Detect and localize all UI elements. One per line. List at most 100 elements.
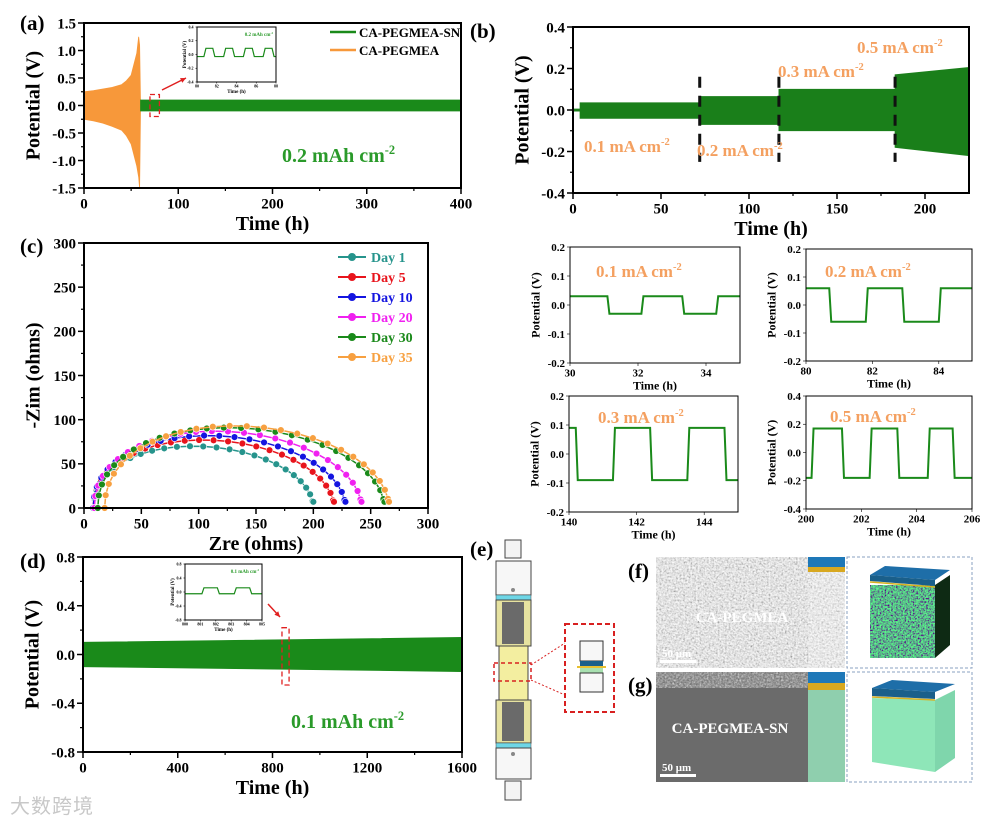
y-tick-label: -0.2 (541, 145, 565, 161)
data-point (289, 456, 298, 464)
data-point (306, 490, 314, 499)
x-tick-label: 204 (908, 513, 925, 525)
model-side-f (935, 575, 950, 658)
annotation-label: 0.3 mA cm-2 (598, 408, 684, 427)
model-front-top-g (872, 688, 935, 699)
y-tick-label: -0.1 (547, 478, 564, 490)
inset-trace (185, 587, 262, 595)
data-point (103, 470, 111, 479)
y-tick-label: -0.5 (52, 126, 76, 142)
middle-tube (498, 645, 529, 701)
data-point (225, 422, 234, 430)
data-point (160, 444, 168, 453)
x-tick-label: 0 (80, 516, 88, 532)
lower-thread (502, 702, 524, 741)
y-axis-title: Potential (V) (23, 51, 45, 160)
inset-trace (197, 47, 276, 58)
x-tick-label: 84 (933, 365, 945, 377)
annotation-label: 0.2 mA cm-2 (697, 141, 783, 160)
sem-label-g: CA-PEGMEA-SN (672, 721, 789, 737)
zoom-line (530, 642, 566, 666)
x-tick-label: 80 (195, 83, 199, 88)
y-tick-label: -0.4 (784, 504, 802, 516)
x-tick-label: 800 (182, 621, 188, 626)
data-point (349, 453, 357, 461)
annotation-label-superscript: -2 (385, 143, 395, 157)
data-point (302, 483, 310, 492)
data-point (309, 434, 317, 442)
y-tick-label: 0.8 (177, 561, 182, 566)
data-point (105, 480, 113, 488)
inset-annotation: 0.2 mAh cm-2 (245, 31, 274, 38)
inset-d: 800 801 802 803 804 805 -0.8 -0.4 0.0 0.4 0.8 Time … (171, 561, 265, 633)
inset-x-title: Time (h) (227, 90, 246, 95)
x-tick-label: 88 (274, 83, 278, 88)
data-point (322, 481, 330, 490)
y-tick-label: -0.4 (187, 79, 193, 84)
x-axis-title: Time (h) (633, 379, 677, 393)
panel-label-d: (d) (20, 549, 46, 573)
zoom-electrolyte (580, 668, 603, 673)
annotation-label: 0.5 mA cm-2 (830, 407, 916, 426)
legend-label: Day 5 (371, 271, 406, 286)
x-tick-label: 0 (80, 196, 88, 212)
x-axis-title: Time (h) (867, 525, 911, 539)
zoom-highlight-box (281, 627, 290, 686)
series-ca-pegmea-sn (140, 99, 462, 112)
data-point (260, 438, 268, 447)
y-axis-title: Potential (V) (22, 600, 44, 709)
data-point (324, 456, 332, 464)
data-point (101, 491, 110, 499)
layer-porous (808, 572, 845, 668)
x-tick-label: 82 (867, 365, 879, 377)
series-trace (806, 287, 972, 323)
model-front-f (870, 585, 935, 658)
y-tick-label: 0.0 (546, 103, 565, 119)
series-trace (806, 427, 972, 479)
inset-x-title: Time (h) (214, 628, 233, 633)
inset-annotation: 0.1 mAh cm-2 (231, 568, 260, 575)
annotation-label-text: 0.1 mA cm (584, 137, 661, 156)
y-tick-label: -1.0 (52, 154, 76, 170)
annotation-label-text: 0.2 mA cm (825, 262, 902, 281)
inset-y-title: Potential (V) (171, 578, 176, 606)
data-point (274, 442, 282, 451)
data-point (224, 437, 232, 446)
legend-label: CA-PEGMEA-SN (359, 25, 461, 40)
y-tick-label: 0.0 (787, 300, 801, 312)
annotation-label: 0.5 mA cm-2 (857, 38, 943, 57)
sem-label-f: CA-PEGMEA (696, 610, 789, 626)
data-point (110, 469, 118, 478)
legend-label: Day 20 (371, 311, 413, 326)
y-tick-label: -0.2 (548, 358, 566, 370)
annotation-label-superscript: -2 (907, 407, 916, 418)
annotation-label-superscript: -2 (675, 408, 684, 419)
y-tick-label: -1.5 (52, 181, 76, 197)
data-point (327, 472, 335, 481)
chart-a: 0 100 200 300 400 -1.5 -1.0 -0.5 0.0 0.5 1.0 1.5 Tim… (23, 16, 473, 235)
data-point (245, 435, 254, 444)
data-point (338, 488, 346, 496)
x-tick-label: 803 (228, 621, 234, 626)
chart-s2: 80 82 84 -0.2 -0.1 0.0 0.1 0.2 Time (h) Potential… (765, 244, 973, 391)
data-point (342, 471, 350, 479)
data-point (162, 432, 170, 440)
data-point (238, 448, 246, 456)
zoom-upper-electrode (579, 640, 604, 662)
annotation-label-text: 0.3 mA cm (778, 62, 855, 81)
bottom-cap (504, 780, 522, 801)
sem-panel-f: CA-PEGMEA 50 μm (656, 556, 973, 669)
data-point (173, 443, 181, 451)
data-point (252, 442, 260, 451)
data-point (330, 498, 338, 506)
annotation-label-superscript: -2 (673, 262, 682, 273)
screw-hole (511, 588, 515, 592)
annotation-label-text: 0.5 mA cm (830, 407, 907, 426)
y-tick-label: 0.0 (787, 447, 801, 459)
data-point (260, 423, 268, 432)
y-tick-label: 0.0 (56, 648, 75, 664)
annotation-label-superscript: -2 (394, 709, 404, 723)
x-tick-label: 802 (213, 621, 219, 626)
data-point (299, 452, 307, 461)
y-tick-label: -0.8 (175, 617, 181, 622)
